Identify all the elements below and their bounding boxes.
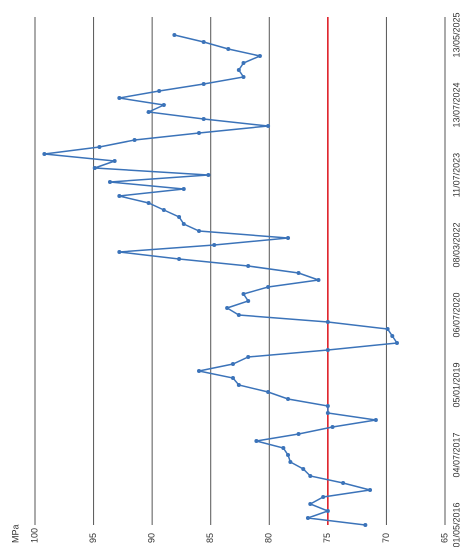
- data-point: [206, 173, 211, 177]
- data-point: [117, 96, 122, 100]
- data-point: [236, 68, 241, 72]
- data-point: [230, 362, 235, 366]
- data-point: [390, 334, 395, 338]
- data-point: [132, 138, 137, 142]
- data-point: [394, 341, 399, 345]
- x-tick-label: 05/01/2019: [451, 362, 461, 407]
- data-point: [325, 348, 330, 352]
- data-point: [368, 488, 373, 492]
- data-point: [146, 201, 151, 205]
- data-point: [225, 306, 230, 310]
- data-point: [257, 54, 262, 58]
- x-tick-label: 13/07/2024: [451, 82, 461, 127]
- data-point: [197, 131, 201, 135]
- data-point: [236, 313, 241, 317]
- data-point: [308, 474, 313, 478]
- data-point: [92, 166, 97, 170]
- data-point: [97, 145, 102, 149]
- data-point: [177, 257, 182, 261]
- data-point: [42, 152, 47, 156]
- data-point: [301, 467, 306, 471]
- data-point: [201, 82, 206, 86]
- data-point: [172, 33, 177, 37]
- series-line: [44, 34, 399, 526]
- data-point: [325, 411, 330, 415]
- y-tick-label: 70: [381, 533, 391, 543]
- x-tick-label: 04/07/2017: [451, 432, 461, 477]
- data-point: [266, 124, 271, 128]
- data-point: [281, 446, 286, 450]
- y-tick-label: 65: [439, 533, 449, 543]
- y-tick-label: 80: [264, 533, 274, 543]
- data-point: [107, 180, 112, 184]
- data-point: [363, 523, 368, 527]
- data-point: [236, 383, 241, 387]
- x-tick-label: 11/07/2023: [451, 153, 461, 197]
- data-point: [241, 75, 246, 79]
- data-point: [230, 376, 235, 380]
- data-point: [181, 222, 186, 226]
- data-point: [226, 47, 231, 51]
- data-point: [161, 103, 166, 107]
- data-point: [246, 264, 251, 268]
- data-point: [117, 194, 122, 198]
- data-point: [296, 432, 301, 436]
- data-point: [325, 404, 330, 408]
- data-point: [316, 278, 321, 282]
- data-point: [246, 299, 251, 303]
- x-tick-label: 06/07/2020: [451, 292, 461, 337]
- data-point: [325, 320, 330, 324]
- data-point: [241, 292, 246, 296]
- x-tick-label: 08/03/2022: [451, 222, 461, 267]
- data-point: [325, 509, 330, 513]
- data-point: [197, 229, 201, 233]
- data-point: [385, 327, 390, 331]
- data-point: [296, 271, 301, 275]
- data-point: [201, 117, 206, 121]
- y-tick-label: 100: [29, 528, 39, 543]
- data-point: [308, 502, 313, 506]
- x-tick-label: 13/05/2025: [451, 12, 461, 57]
- data-point: [112, 159, 117, 163]
- data-point: [241, 61, 246, 65]
- data-point: [341, 481, 346, 485]
- data-point: [201, 40, 206, 44]
- data-point: [373, 418, 378, 422]
- data-point: [266, 390, 271, 394]
- data-point: [212, 243, 217, 247]
- data-point: [146, 110, 151, 114]
- y-tick-label: 85: [205, 533, 215, 543]
- data-point: [161, 208, 166, 212]
- data-point: [181, 187, 186, 191]
- data-point: [157, 89, 162, 93]
- y-tick-label: 95: [88, 533, 98, 543]
- x-tick-label: 01/05/2016: [451, 502, 461, 547]
- y-tick-label: 90: [147, 533, 157, 543]
- data-point: [254, 439, 259, 443]
- data-point: [305, 516, 310, 520]
- y-axis-label: MPa: [10, 524, 20, 543]
- data-point: [330, 425, 335, 429]
- data-point: [197, 369, 201, 373]
- data-point: [321, 495, 326, 499]
- data-point: [286, 236, 291, 240]
- rotated-frame: MPa 65 70 75 80 85 90 95 100 01/05/2016 04/07/201…: [10, 12, 461, 547]
- y-tick-label: 75: [322, 533, 332, 543]
- data-point: [266, 285, 271, 289]
- data-point: [117, 250, 122, 254]
- data-point: [286, 397, 291, 401]
- data-point: [288, 460, 293, 464]
- data-point: [177, 215, 182, 219]
- data-point: [246, 355, 251, 359]
- data-point: [286, 453, 291, 457]
